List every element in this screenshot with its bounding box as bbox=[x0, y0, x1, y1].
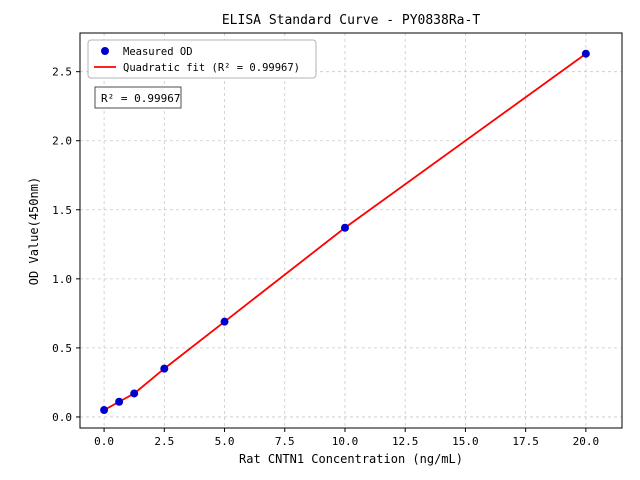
r-squared-annotation: R² = 0.99967 bbox=[94, 86, 182, 109]
data-point bbox=[160, 364, 169, 373]
data-point bbox=[220, 317, 229, 326]
x-tick-label: 0.0 bbox=[94, 435, 114, 448]
axis-ticks bbox=[76, 71, 587, 432]
plot-frame bbox=[79, 32, 623, 429]
x-tick-label: 12.5 bbox=[392, 435, 419, 448]
y-tick-label: 0.5 bbox=[52, 342, 72, 355]
x-tick-label: 15.0 bbox=[452, 435, 479, 448]
tick-labels: 0.0 2.5 5.0 7.5 10.0 12.5 15.0 17.5 20.0 0.0 0.5 1.… bbox=[52, 66, 599, 448]
x-tick-label: 5.0 bbox=[215, 435, 235, 448]
x-tick-label: 10.0 bbox=[332, 435, 359, 448]
y-axis-label: OD Value(450nm) bbox=[27, 177, 41, 285]
legend-label-measured-od: Measured OD bbox=[123, 46, 193, 58]
x-tick-label: 17.5 bbox=[512, 435, 539, 448]
data-point bbox=[115, 397, 124, 406]
x-axis-label: Rat CNTN1 Concentration (ng/mL) bbox=[239, 452, 463, 466]
legend-label-quadratic-fit: Quadratic fit (R² = 0.99967) bbox=[123, 62, 300, 74]
legend-marker-measured-od-icon bbox=[101, 47, 109, 55]
y-tick-label: 0.0 bbox=[52, 411, 72, 424]
measured-od-points bbox=[100, 49, 590, 415]
chart-title: ELISA Standard Curve - PY0838Ra-T bbox=[222, 13, 480, 28]
annotation-frame bbox=[94, 86, 182, 109]
y-tick-label: 1.0 bbox=[52, 273, 72, 286]
data-point bbox=[581, 49, 590, 58]
y-tick-label: 2.5 bbox=[52, 66, 72, 79]
x-tick-label: 7.5 bbox=[275, 435, 295, 448]
grid-lines bbox=[80, 33, 622, 428]
r-squared-text: R² = 0.99967 bbox=[101, 92, 180, 105]
legend: Measured OD Quadratic fit (R² = 0.99967) bbox=[87, 39, 317, 79]
legend-frame bbox=[87, 39, 317, 79]
y-tick-label: 2.0 bbox=[52, 135, 72, 148]
x-tick-label: 20.0 bbox=[573, 435, 600, 448]
data-point bbox=[340, 223, 349, 232]
x-tick-label: 2.5 bbox=[154, 435, 174, 448]
data-point bbox=[130, 389, 139, 398]
data-point bbox=[100, 406, 109, 415]
y-tick-label: 1.5 bbox=[52, 204, 72, 217]
